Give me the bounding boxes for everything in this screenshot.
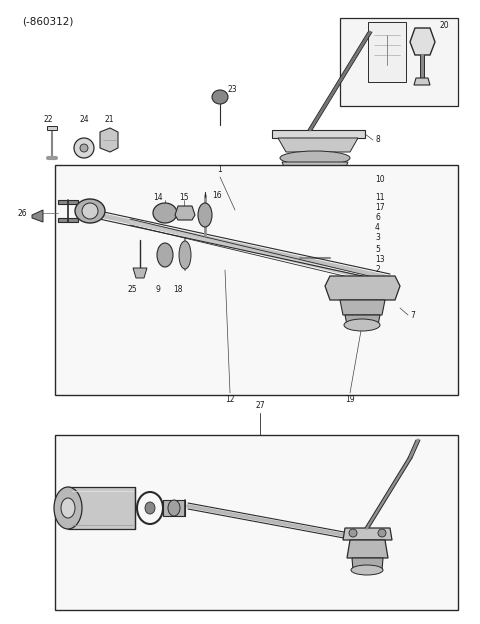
Text: 12: 12 [225,396,235,404]
Text: 21: 21 [104,115,114,125]
Ellipse shape [293,259,337,271]
Ellipse shape [285,166,345,178]
Polygon shape [133,268,147,278]
Ellipse shape [280,151,350,165]
Text: 25: 25 [127,286,137,295]
Ellipse shape [294,217,336,227]
Ellipse shape [290,241,340,255]
Text: (-860312): (-860312) [22,17,73,27]
Text: 2: 2 [375,265,380,275]
Text: 24: 24 [79,115,89,125]
Text: 5: 5 [375,245,380,255]
Polygon shape [343,528,392,540]
Polygon shape [325,276,400,300]
Polygon shape [272,130,365,138]
Ellipse shape [270,178,280,188]
Ellipse shape [292,225,338,243]
Ellipse shape [168,500,180,516]
Polygon shape [352,558,383,570]
Text: 9: 9 [156,286,160,295]
Text: 11: 11 [375,192,384,202]
Ellipse shape [295,207,335,217]
Polygon shape [278,138,358,152]
Ellipse shape [74,138,94,158]
Polygon shape [282,162,348,176]
Ellipse shape [344,319,380,331]
Text: 6: 6 [375,213,380,223]
Ellipse shape [153,203,177,223]
Text: 1: 1 [217,165,222,175]
Polygon shape [68,487,135,529]
Ellipse shape [349,529,357,537]
Ellipse shape [54,487,82,529]
Polygon shape [58,200,78,204]
Ellipse shape [198,203,212,227]
Text: 20: 20 [440,21,450,29]
Polygon shape [414,78,430,85]
Ellipse shape [351,565,383,575]
Polygon shape [100,128,118,152]
Text: 22: 22 [43,115,53,125]
Polygon shape [340,300,385,315]
Ellipse shape [82,203,98,219]
Polygon shape [368,22,406,82]
Ellipse shape [355,180,365,190]
Text: 8: 8 [375,135,380,145]
Polygon shape [347,540,388,558]
Ellipse shape [270,180,280,190]
Ellipse shape [75,199,105,223]
Text: 19: 19 [345,396,355,404]
Bar [55,435,458,610]
Text: 13: 13 [375,255,384,265]
Polygon shape [175,206,195,220]
Ellipse shape [145,502,155,514]
Ellipse shape [179,241,191,269]
Ellipse shape [301,227,329,241]
Bar [55,165,458,395]
Polygon shape [32,210,43,222]
Text: 17: 17 [375,203,384,212]
Ellipse shape [80,144,88,152]
Text: 10: 10 [375,175,384,185]
Text: 14: 14 [153,193,163,203]
Ellipse shape [157,243,173,267]
Polygon shape [58,218,78,222]
Text: 7: 7 [410,311,415,319]
Ellipse shape [212,90,228,104]
Polygon shape [163,500,185,516]
Text: 23: 23 [228,85,238,94]
Text: 16: 16 [212,190,222,200]
Text: 26: 26 [18,208,28,218]
Ellipse shape [293,194,337,206]
Polygon shape [410,28,435,55]
Polygon shape [345,315,380,325]
Polygon shape [268,180,368,190]
Text: 18: 18 [173,286,183,295]
Ellipse shape [367,189,377,197]
Polygon shape [47,126,57,130]
Ellipse shape [378,529,386,537]
Text: 15: 15 [179,193,189,203]
Text: 4: 4 [375,223,380,233]
Text: 27: 27 [255,401,265,411]
Bar [340,18,458,106]
Text: 3: 3 [375,233,380,243]
Ellipse shape [61,498,75,518]
